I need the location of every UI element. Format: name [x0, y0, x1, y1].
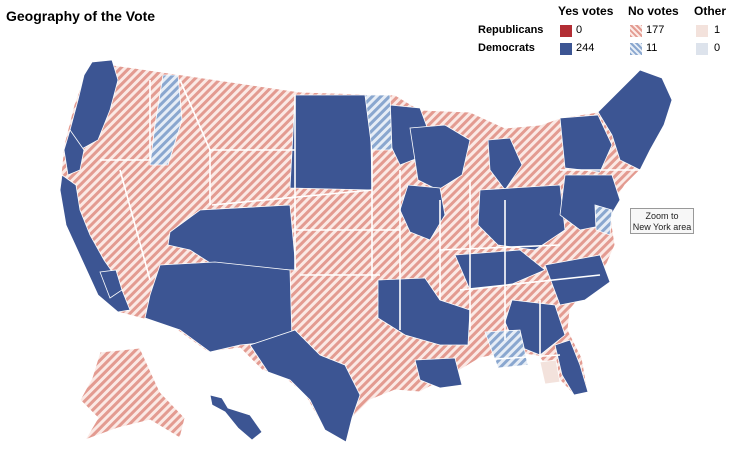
region-alabama [484, 329, 529, 369]
count-dem-no: 11 [646, 42, 658, 54]
swatch-dem-no [630, 43, 642, 55]
count-rep-no: 177 [646, 24, 665, 36]
region-new-england [597, 69, 673, 171]
count-dem-yes: 244 [576, 42, 595, 54]
region-louisiana [414, 357, 463, 389]
region-michigan [487, 137, 523, 191]
region-dakotas [289, 94, 373, 191]
swatch-rep-no [630, 25, 642, 37]
swatch-rep-other [696, 25, 708, 37]
swatch-dem-other [696, 43, 708, 55]
region-wisconsin [409, 124, 471, 191]
region-colorado-utah [167, 204, 297, 271]
region-florida [554, 339, 589, 396]
zoom-new-york-button[interactable]: Zoom to New York area [630, 208, 694, 234]
count-rep-yes: 0 [576, 24, 583, 36]
legend-header-no: No votes [628, 4, 679, 18]
swatch-rep-yes [560, 25, 572, 37]
state-borders [100, 79, 640, 361]
legend-row-republicans: Republicans [478, 24, 544, 36]
region-texas [249, 329, 361, 443]
region-carolinas-coast [544, 254, 611, 306]
legend-header-other: Other [694, 4, 727, 18]
legend-header-yes: Yes votes [558, 4, 614, 18]
region-idaho-strip [149, 74, 183, 166]
region-hawaii [209, 394, 263, 441]
count-rep-other: 1 [714, 24, 721, 36]
region-tennessee [454, 249, 546, 291]
page-title: Geography of the Vote [6, 8, 156, 24]
alaska [79, 347, 186, 441]
region-new-york [559, 114, 613, 173]
region-arizona-new-mexico [144, 261, 293, 353]
count-dem-other: 0 [714, 42, 721, 54]
region-virginia [594, 204, 613, 236]
region-oregon-coast [63, 129, 85, 176]
region-pacific-northwest [69, 59, 119, 151]
swatch-dem-yes [560, 43, 572, 55]
region-florida-other [539, 359, 561, 385]
zoom-button-line1: Zoom to [645, 211, 679, 221]
region-los-angeles [99, 269, 123, 299]
legend: Yes votes No votes Other Republicans 0 1… [478, 4, 733, 62]
legend-row-democrats: Democrats [478, 42, 535, 54]
region-minnesota-west [364, 94, 393, 151]
region-arkansas-mississippi [377, 277, 471, 346]
region-ohio-valley [477, 184, 566, 251]
zoom-button-line2: New York area [632, 222, 692, 232]
